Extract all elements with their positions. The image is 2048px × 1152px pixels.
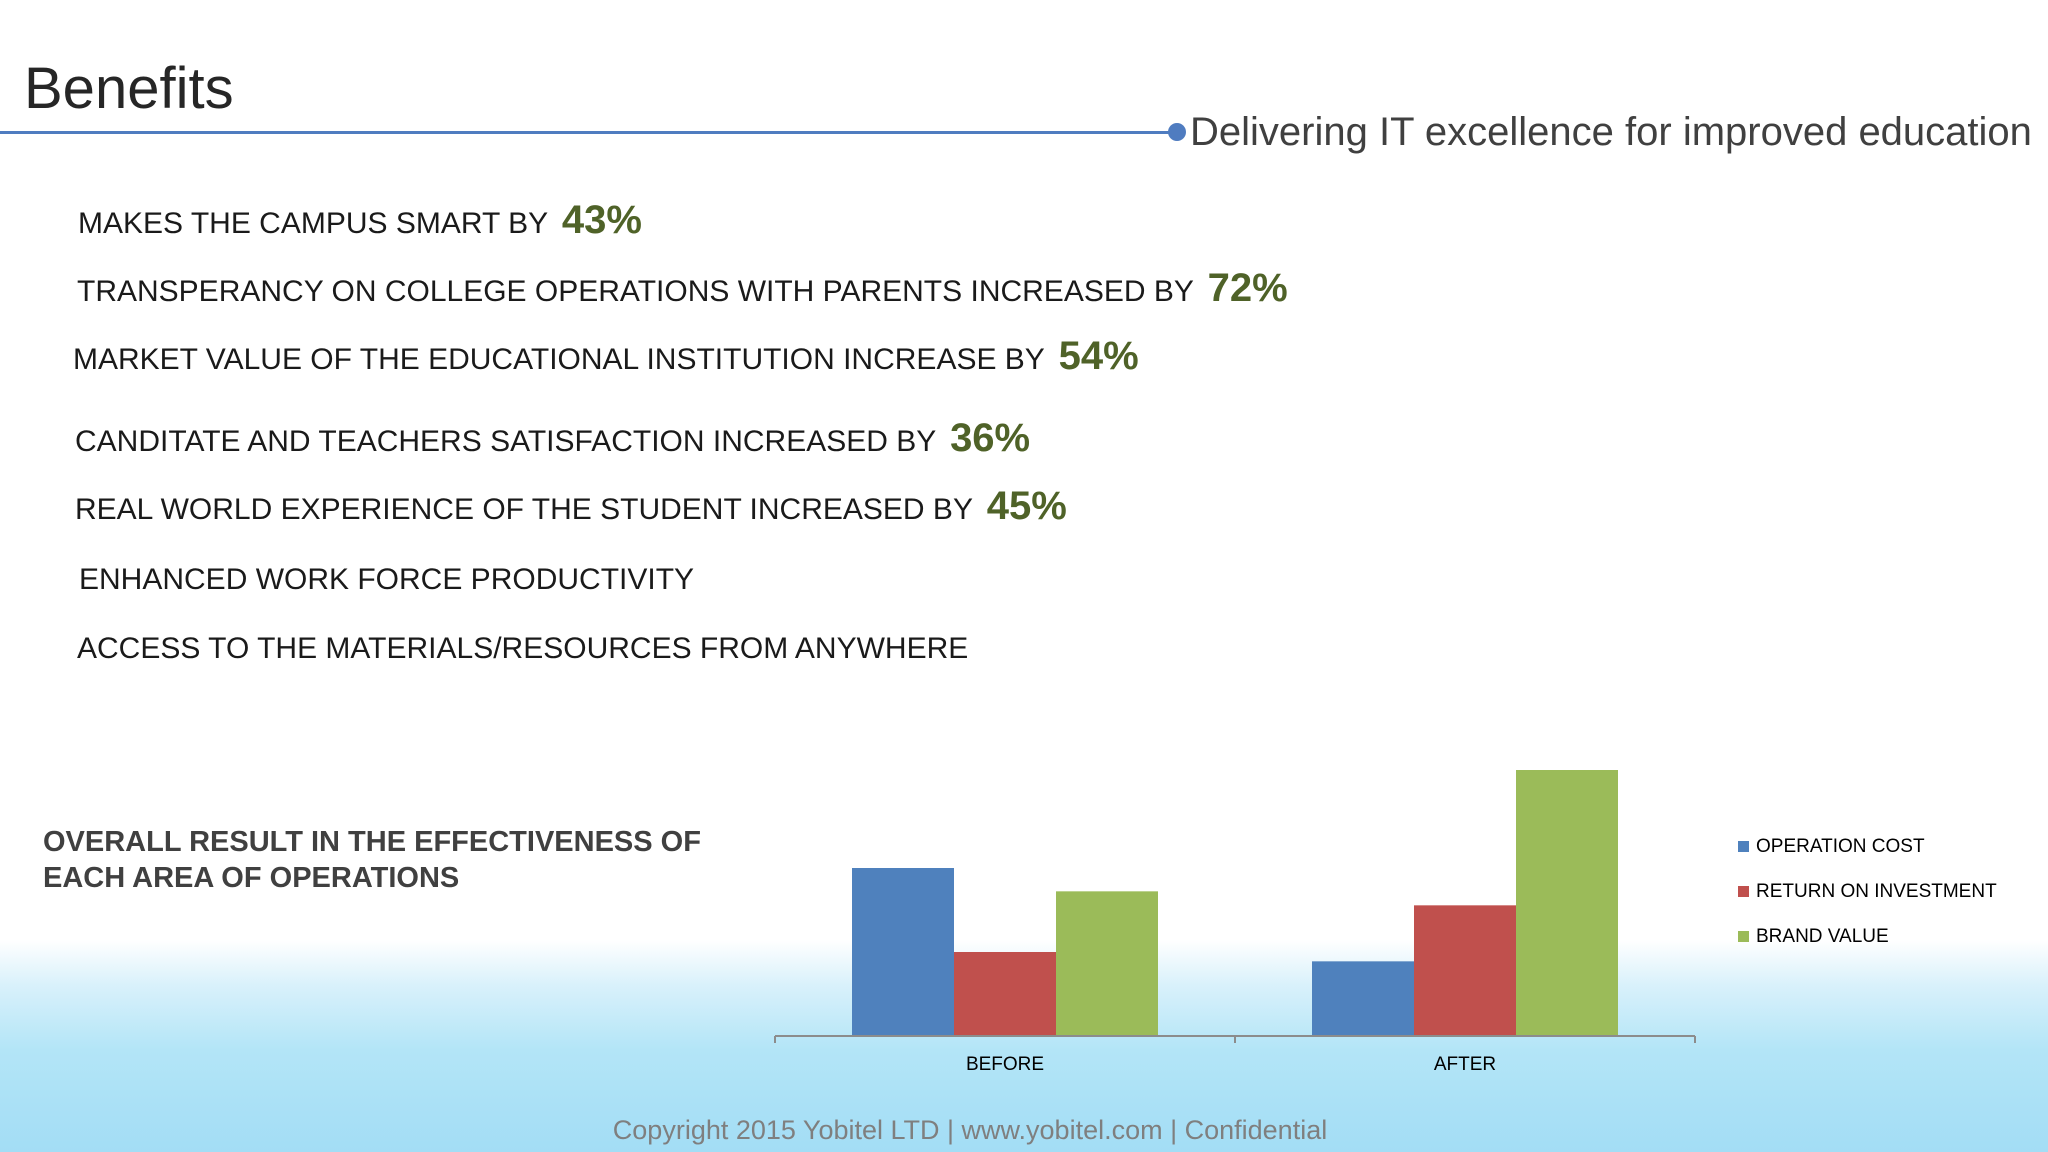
title-underline bbox=[0, 131, 1178, 134]
legend-swatch bbox=[1738, 886, 1749, 897]
legend-swatch bbox=[1738, 931, 1749, 942]
benefit-percent: 43% bbox=[561, 198, 642, 242]
benefit-text: MAKES THE CAMPUS SMART BY bbox=[78, 207, 548, 240]
benefit-item: ENHANCED WORK FORCE PRODUCTIVITY bbox=[79, 563, 694, 597]
overall-result-line: EACH AREA OF OPERATIONS bbox=[43, 862, 460, 894]
benefit-item: TRANSPERANCY ON COLLEGE OPERATIONS WITH … bbox=[77, 266, 1288, 311]
legend-swatch bbox=[1738, 841, 1749, 852]
title-rule-dot bbox=[1168, 123, 1186, 141]
benefit-text: ACCESS TO THE MATERIALS/RESOURCES FROM A… bbox=[77, 632, 969, 665]
x-tick-label: BEFORE bbox=[966, 1054, 1044, 1075]
overall-result-heading: OVERALL RESULT IN THE EFFECTIVENESS OF E… bbox=[43, 824, 743, 896]
chart-bar bbox=[852, 868, 954, 1036]
benefit-item: CANDITATE AND TEACHERS SATISFACTION INCR… bbox=[75, 416, 1030, 461]
x-tick-label: AFTER bbox=[1434, 1054, 1496, 1075]
bar-chart: BEFORE AFTER OPERATION COST RETURN ON INVES… bbox=[774, 770, 1997, 1075]
overall-result-line: OVERALL RESULT IN THE EFFECTIVENESS OF bbox=[43, 826, 701, 858]
benefit-item: ACCESS TO THE MATERIALS/RESOURCES FROM A… bbox=[77, 632, 968, 666]
benefit-percent: 36% bbox=[950, 416, 1031, 460]
benefit-item: MARKET VALUE OF THE EDUCATIONAL INSTITUT… bbox=[73, 334, 1139, 379]
footer-copyright: Copyright 2015 Yobitel LTD | www.yobitel… bbox=[612, 1115, 1328, 1145]
benefit-text: ENHANCED WORK FORCE PRODUCTIVITY bbox=[79, 563, 695, 596]
chart-bar bbox=[1056, 891, 1158, 1036]
benefit-item: MAKES THE CAMPUS SMART BY 43% bbox=[78, 198, 642, 243]
benefit-percent: 54% bbox=[1058, 334, 1139, 378]
chart-bar bbox=[1414, 905, 1516, 1036]
chart-bar bbox=[1312, 961, 1414, 1036]
slide-title: Benefits bbox=[24, 56, 234, 121]
legend-label: BRAND VALUE bbox=[1756, 926, 1889, 947]
benefit-percent: 45% bbox=[986, 484, 1067, 528]
benefit-text: MARKET VALUE OF THE EDUCATIONAL INSTITUT… bbox=[73, 343, 1045, 376]
chart-bar bbox=[954, 952, 1056, 1036]
benefit-text: REAL WORLD EXPERIENCE OF THE STUDENT INC… bbox=[75, 493, 973, 526]
benefit-text: CANDITATE AND TEACHERS SATISFACTION INCR… bbox=[75, 425, 936, 458]
benefit-item: REAL WORLD EXPERIENCE OF THE STUDENT INC… bbox=[75, 484, 1067, 529]
benefit-percent: 72% bbox=[1207, 266, 1288, 310]
chart-bar bbox=[1516, 770, 1618, 1036]
legend-label: RETURN ON INVESTMENT bbox=[1756, 881, 1997, 902]
benefit-text: TRANSPERANCY ON COLLEGE OPERATIONS WITH … bbox=[77, 275, 1194, 308]
legend-label: OPERATION COST bbox=[1756, 836, 1925, 857]
slide-subtitle: Delivering IT excellence for improved ed… bbox=[1190, 110, 2032, 154]
